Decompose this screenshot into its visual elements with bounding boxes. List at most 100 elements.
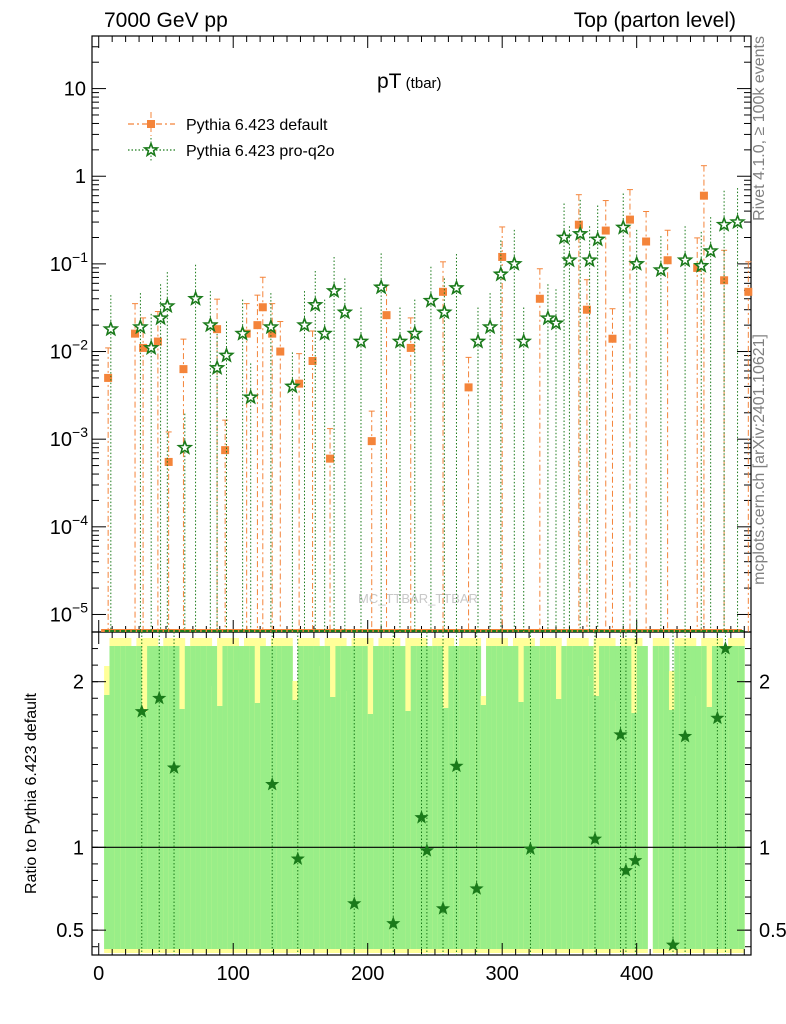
default-floor-marker — [617, 629, 624, 632]
default-floor-marker — [719, 629, 726, 632]
default-floor-marker — [466, 629, 473, 632]
default-floor-marker — [402, 629, 409, 632]
default-point — [179, 365, 188, 374]
default-floor-marker — [725, 629, 732, 632]
band-green — [733, 646, 740, 949]
default-floor-marker — [364, 629, 371, 632]
pro-floor-marker — [357, 630, 362, 632]
default-floor-marker — [558, 629, 565, 632]
default-floor-marker — [429, 629, 436, 632]
default-point — [164, 457, 173, 466]
pro-point — [316, 324, 333, 341]
default-point — [582, 305, 591, 314]
band-green — [448, 646, 455, 949]
pro-floor-marker — [276, 630, 281, 632]
band-green — [356, 646, 363, 949]
default-floor-marker — [483, 629, 490, 632]
pro-floor-marker — [583, 630, 588, 632]
default-floor-marker — [235, 629, 242, 632]
pro-floor-marker — [637, 630, 642, 632]
default-point — [642, 237, 651, 246]
pro-floor-marker — [228, 630, 233, 632]
band-green — [577, 646, 584, 949]
pro-floor-marker — [325, 630, 330, 632]
default-floor-marker — [300, 629, 307, 632]
pro-floor-marker — [734, 630, 739, 632]
pro-floor-marker — [271, 630, 276, 632]
pro-floor-marker — [739, 630, 744, 632]
ratio-point — [414, 810, 429, 824]
default-floor-marker — [133, 629, 140, 632]
default-floor-marker — [714, 629, 721, 632]
ratio-y-tick-label-left: 1 — [73, 837, 84, 859]
ratio-y-ticks: 2 2 1 1 0.5 0.5 — [56, 648, 786, 948]
pro-point — [102, 320, 120, 337]
pro-floor-marker — [508, 630, 513, 632]
pro-floor-marker — [266, 630, 271, 632]
header-right: Top (parton level) — [574, 9, 736, 32]
chart-title: pT (tbar) — [377, 70, 442, 93]
pro-floor-marker — [104, 630, 109, 632]
band-green — [367, 714, 374, 949]
pro-floor-marker — [723, 630, 728, 632]
band-green — [303, 646, 309, 949]
pro-point — [652, 261, 670, 278]
default-floor-marker — [660, 629, 667, 632]
ratio-point — [419, 843, 434, 857]
ratio-y-tick-label-left: 2 — [73, 672, 84, 694]
band-green — [292, 700, 299, 949]
pro-floor-marker — [481, 630, 486, 632]
pro-floor-marker — [319, 630, 324, 632]
pro-floor-marker — [180, 630, 185, 632]
default-floor-marker — [187, 629, 194, 632]
pro-point — [352, 332, 370, 349]
pro-point — [242, 388, 260, 405]
pro-floor-marker — [664, 630, 669, 632]
default-floor-marker — [203, 629, 210, 632]
pro-floor-marker — [389, 630, 394, 632]
default-floor-marker — [515, 629, 522, 632]
band-green — [179, 709, 186, 949]
band-green — [319, 646, 326, 949]
pro-point — [505, 255, 523, 271]
ratio-point — [523, 841, 538, 855]
default-floor-marker — [144, 629, 151, 632]
default-floor-marker — [606, 629, 613, 632]
band-green — [550, 646, 557, 949]
pro-floor-marker — [287, 630, 292, 632]
default-point — [574, 220, 583, 229]
band-green — [437, 646, 444, 949]
pro-floor-marker — [384, 630, 389, 632]
ratio-y-tick-label-right: 0.5 — [759, 920, 786, 942]
pro-point — [448, 279, 465, 296]
pro-floor-marker — [363, 630, 368, 632]
band-green — [217, 706, 223, 949]
default-floor-marker — [676, 629, 683, 632]
band-green — [486, 646, 492, 949]
band-green — [695, 646, 702, 949]
default-floor-marker — [294, 629, 301, 632]
pro-point — [589, 230, 607, 247]
pro-floor-marker — [605, 630, 610, 632]
pro-floor-marker — [244, 630, 249, 632]
default-floor-marker — [730, 629, 737, 632]
default-floor-marker — [321, 629, 328, 632]
pro-floor-marker — [411, 630, 416, 632]
default-floor-marker — [418, 629, 425, 632]
band-green — [609, 646, 616, 949]
pro-floor-marker — [626, 630, 631, 632]
band-green — [383, 646, 390, 949]
band-green — [281, 646, 288, 949]
pro-floor-marker — [443, 630, 448, 632]
pro-point — [539, 309, 557, 326]
default-floor-marker — [639, 629, 646, 632]
band-green — [545, 646, 552, 949]
top-y-tick-label: 10 — [64, 79, 86, 101]
pro-floor-marker — [449, 630, 454, 632]
pro-floor-marker — [427, 630, 432, 632]
pro-floor-marker — [163, 630, 168, 632]
pro-floor-marker — [459, 630, 464, 632]
band-green — [706, 707, 713, 949]
pro-floor-marker — [212, 630, 217, 632]
ratio-point — [628, 853, 643, 867]
